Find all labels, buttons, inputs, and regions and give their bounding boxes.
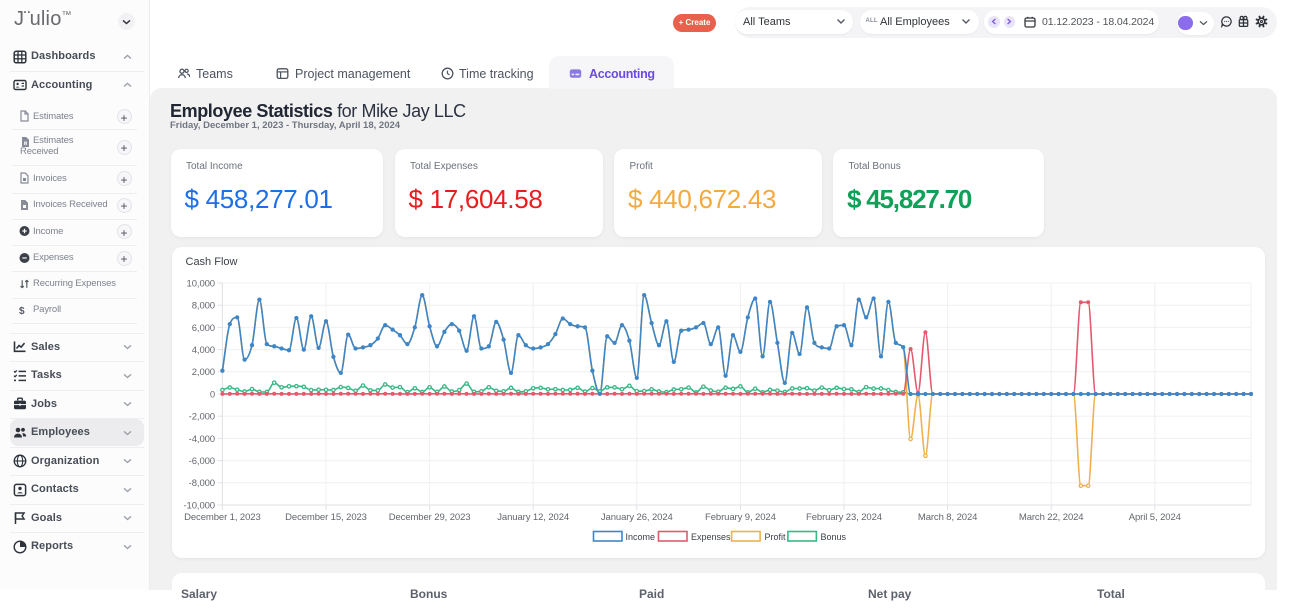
svg-text:March 8, 2024: March 8, 2024: [918, 512, 977, 523]
svg-text:Profit: Profit: [765, 532, 787, 542]
svg-text:6,000: 6,000: [192, 323, 215, 334]
svg-text:-6,000: -6,000: [189, 456, 215, 467]
svg-text:$: $: [19, 306, 25, 316]
svg-text:-4,000: -4,000: [189, 434, 215, 445]
svg-text:8,000: 8,000: [192, 301, 215, 312]
svg-text:December 15, 2023: December 15, 2023: [285, 512, 367, 523]
svg-text:February 9, 2024: February 9, 2024: [705, 512, 776, 523]
svg-text:February 23, 2024: February 23, 2024: [806, 512, 882, 523]
svg-text:-2,000: -2,000: [189, 412, 215, 423]
svg-text:0: 0: [210, 389, 215, 400]
svg-text:4,000: 4,000: [192, 345, 215, 356]
svg-text:-8,000: -8,000: [189, 478, 215, 489]
svg-text:April 5, 2024: April 5, 2024: [1129, 512, 1181, 523]
svg-text:Cash Flow: Cash Flow: [186, 256, 238, 268]
svg-text:Bonus: Bonus: [821, 532, 847, 542]
svg-text:January 12, 2024: January 12, 2024: [497, 512, 569, 523]
svg-text:March 22, 2024: March 22, 2024: [1019, 512, 1084, 523]
svg-text:December 29, 2023: December 29, 2023: [389, 512, 471, 523]
svg-text:December 1, 2023: December 1, 2023: [184, 512, 261, 523]
svg-text:Expenses: Expenses: [691, 532, 731, 542]
svg-text:-10,000: -10,000: [183, 500, 215, 511]
svg-text:2,000: 2,000: [192, 367, 215, 378]
svg-text:January 26, 2024: January 26, 2024: [601, 512, 673, 523]
svg-text:10,000: 10,000: [187, 278, 215, 289]
svg-text:Income: Income: [626, 532, 656, 542]
